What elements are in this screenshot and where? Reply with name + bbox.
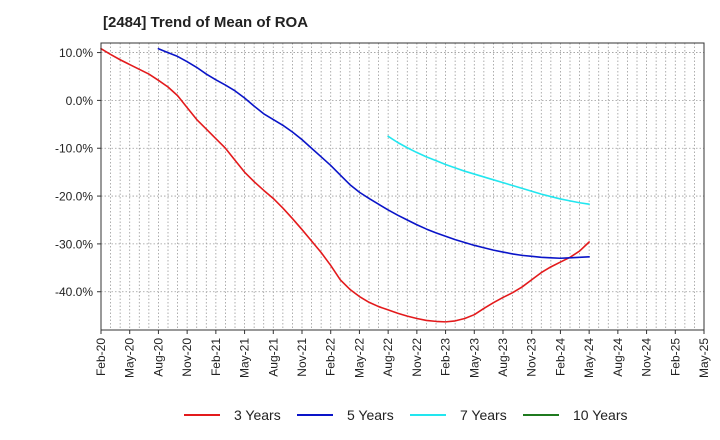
x-tick-label: Feb-20: [94, 338, 108, 376]
legend-item: 10 Years: [523, 404, 628, 426]
x-tick-label: Aug-24: [611, 338, 625, 377]
x-tick-label: May-25: [697, 338, 711, 378]
x-tick-label: Feb-21: [209, 338, 223, 376]
series-line-5-years: [157, 47, 590, 260]
x-tick-label: Aug-23: [496, 338, 510, 377]
y-tick-label: -20.0%: [55, 190, 93, 204]
legend-swatch: [184, 414, 220, 416]
legend-label: 5 Years: [347, 407, 394, 423]
x-tick-label: Nov-24: [640, 338, 654, 377]
x-tick-label: Aug-22: [381, 338, 395, 377]
x-tick-label: May-24: [582, 338, 596, 378]
plot-frame: [100, 42, 705, 331]
series-line-3-years: [100, 47, 590, 323]
x-tick-label: May-23: [467, 338, 481, 378]
x-tick-label: Feb-23: [439, 338, 453, 376]
y-tick-label: -40.0%: [55, 285, 93, 299]
x-tick-label: Feb-22: [324, 338, 338, 376]
x-tick-label: Nov-22: [410, 338, 424, 377]
x-tick-label: Aug-20: [151, 338, 165, 377]
legend-label: 3 Years: [234, 407, 281, 423]
y-axis-ticks: 10.0% 0.0% -10.0% -20.0% -30.0% -40.0%: [55, 46, 101, 299]
legend: 3 Years 5 Years 7 Years 10 Years: [0, 404, 720, 426]
x-tick-label: May-22: [352, 338, 366, 378]
x-axis-ticks: Feb-20 May-20 Aug-20 Nov-20 Feb-21 May-21 Aug-…: [94, 330, 711, 378]
x-tick-label: Nov-21: [295, 338, 309, 377]
y-tick-label: 0.0%: [66, 94, 94, 108]
grid-lines: [101, 43, 704, 330]
legend-item: 7 Years: [410, 404, 507, 426]
x-tick-label: Nov-23: [525, 338, 539, 377]
legend-label: 7 Years: [460, 407, 507, 423]
x-tick-label: May-21: [238, 338, 252, 378]
y-tick-label: -30.0%: [55, 237, 93, 251]
series-lines: [100, 47, 590, 323]
y-tick-label: 10.0%: [59, 46, 93, 60]
legend-label: 10 Years: [573, 407, 628, 423]
legend-swatch: [410, 414, 446, 416]
x-tick-label: May-20: [123, 338, 137, 378]
legend-item: 5 Years: [297, 404, 394, 426]
chart-title: [2484] Trend of Mean of ROA: [103, 14, 309, 31]
legend-swatch: [523, 414, 559, 416]
legend-swatch: [297, 414, 333, 416]
x-tick-label: Feb-25: [668, 338, 682, 376]
legend-item: 3 Years: [184, 404, 281, 426]
series-line-7-years: [387, 135, 590, 205]
x-tick-label: Feb-24: [553, 338, 567, 376]
x-tick-label: Aug-21: [266, 338, 280, 377]
y-tick-label: -10.0%: [55, 142, 93, 156]
x-tick-label: Nov-20: [180, 338, 194, 377]
